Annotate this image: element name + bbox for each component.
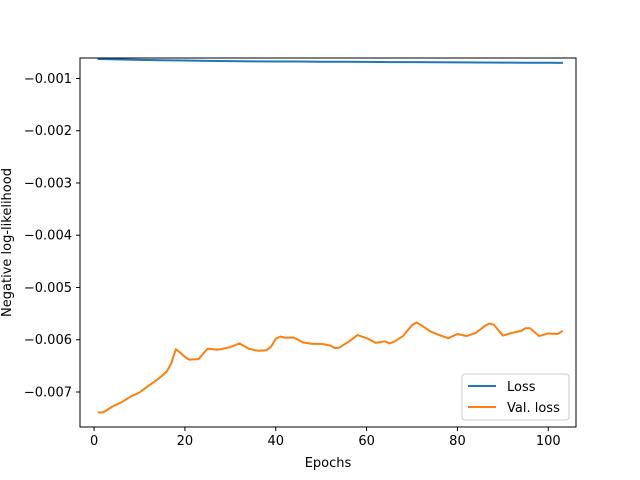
plot-frame	[79, 57, 577, 428]
axes-layer: 0 20 40 60 80 100 −0.007 −0.006 −0.005 −0.004 −0.0…	[24, 72, 561, 449]
y-tick-label: −0.002	[24, 124, 72, 139]
x-tick-label: 20	[177, 434, 194, 449]
x-axis-label: Epochs	[305, 456, 352, 471]
legend-label-val-loss: Val. loss	[507, 401, 560, 416]
series-line-val-loss	[97, 321, 564, 414]
x-tick-label: 0	[90, 434, 98, 449]
series-line-loss	[97, 58, 563, 64]
y-tick-label: −0.004	[24, 229, 72, 244]
y-tick-label: −0.006	[24, 333, 72, 348]
plot-area	[80, 58, 576, 427]
series-layer	[97, 58, 564, 414]
y-axis-label: Negative log-likelihood	[0, 168, 15, 317]
legend-label-loss: Loss	[507, 380, 536, 395]
y-tick-label: −0.003	[24, 176, 72, 191]
x-tick-label: 100	[536, 434, 561, 449]
y-tick-label: −0.005	[24, 281, 72, 296]
y-tick-label: −0.007	[24, 385, 72, 400]
y-tick-label: −0.001	[24, 72, 72, 87]
x-tick-label: 60	[358, 434, 375, 449]
x-tick-label: 80	[449, 434, 466, 449]
x-tick-label: 40	[267, 434, 284, 449]
legend: Loss Val. loss	[461, 373, 570, 421]
